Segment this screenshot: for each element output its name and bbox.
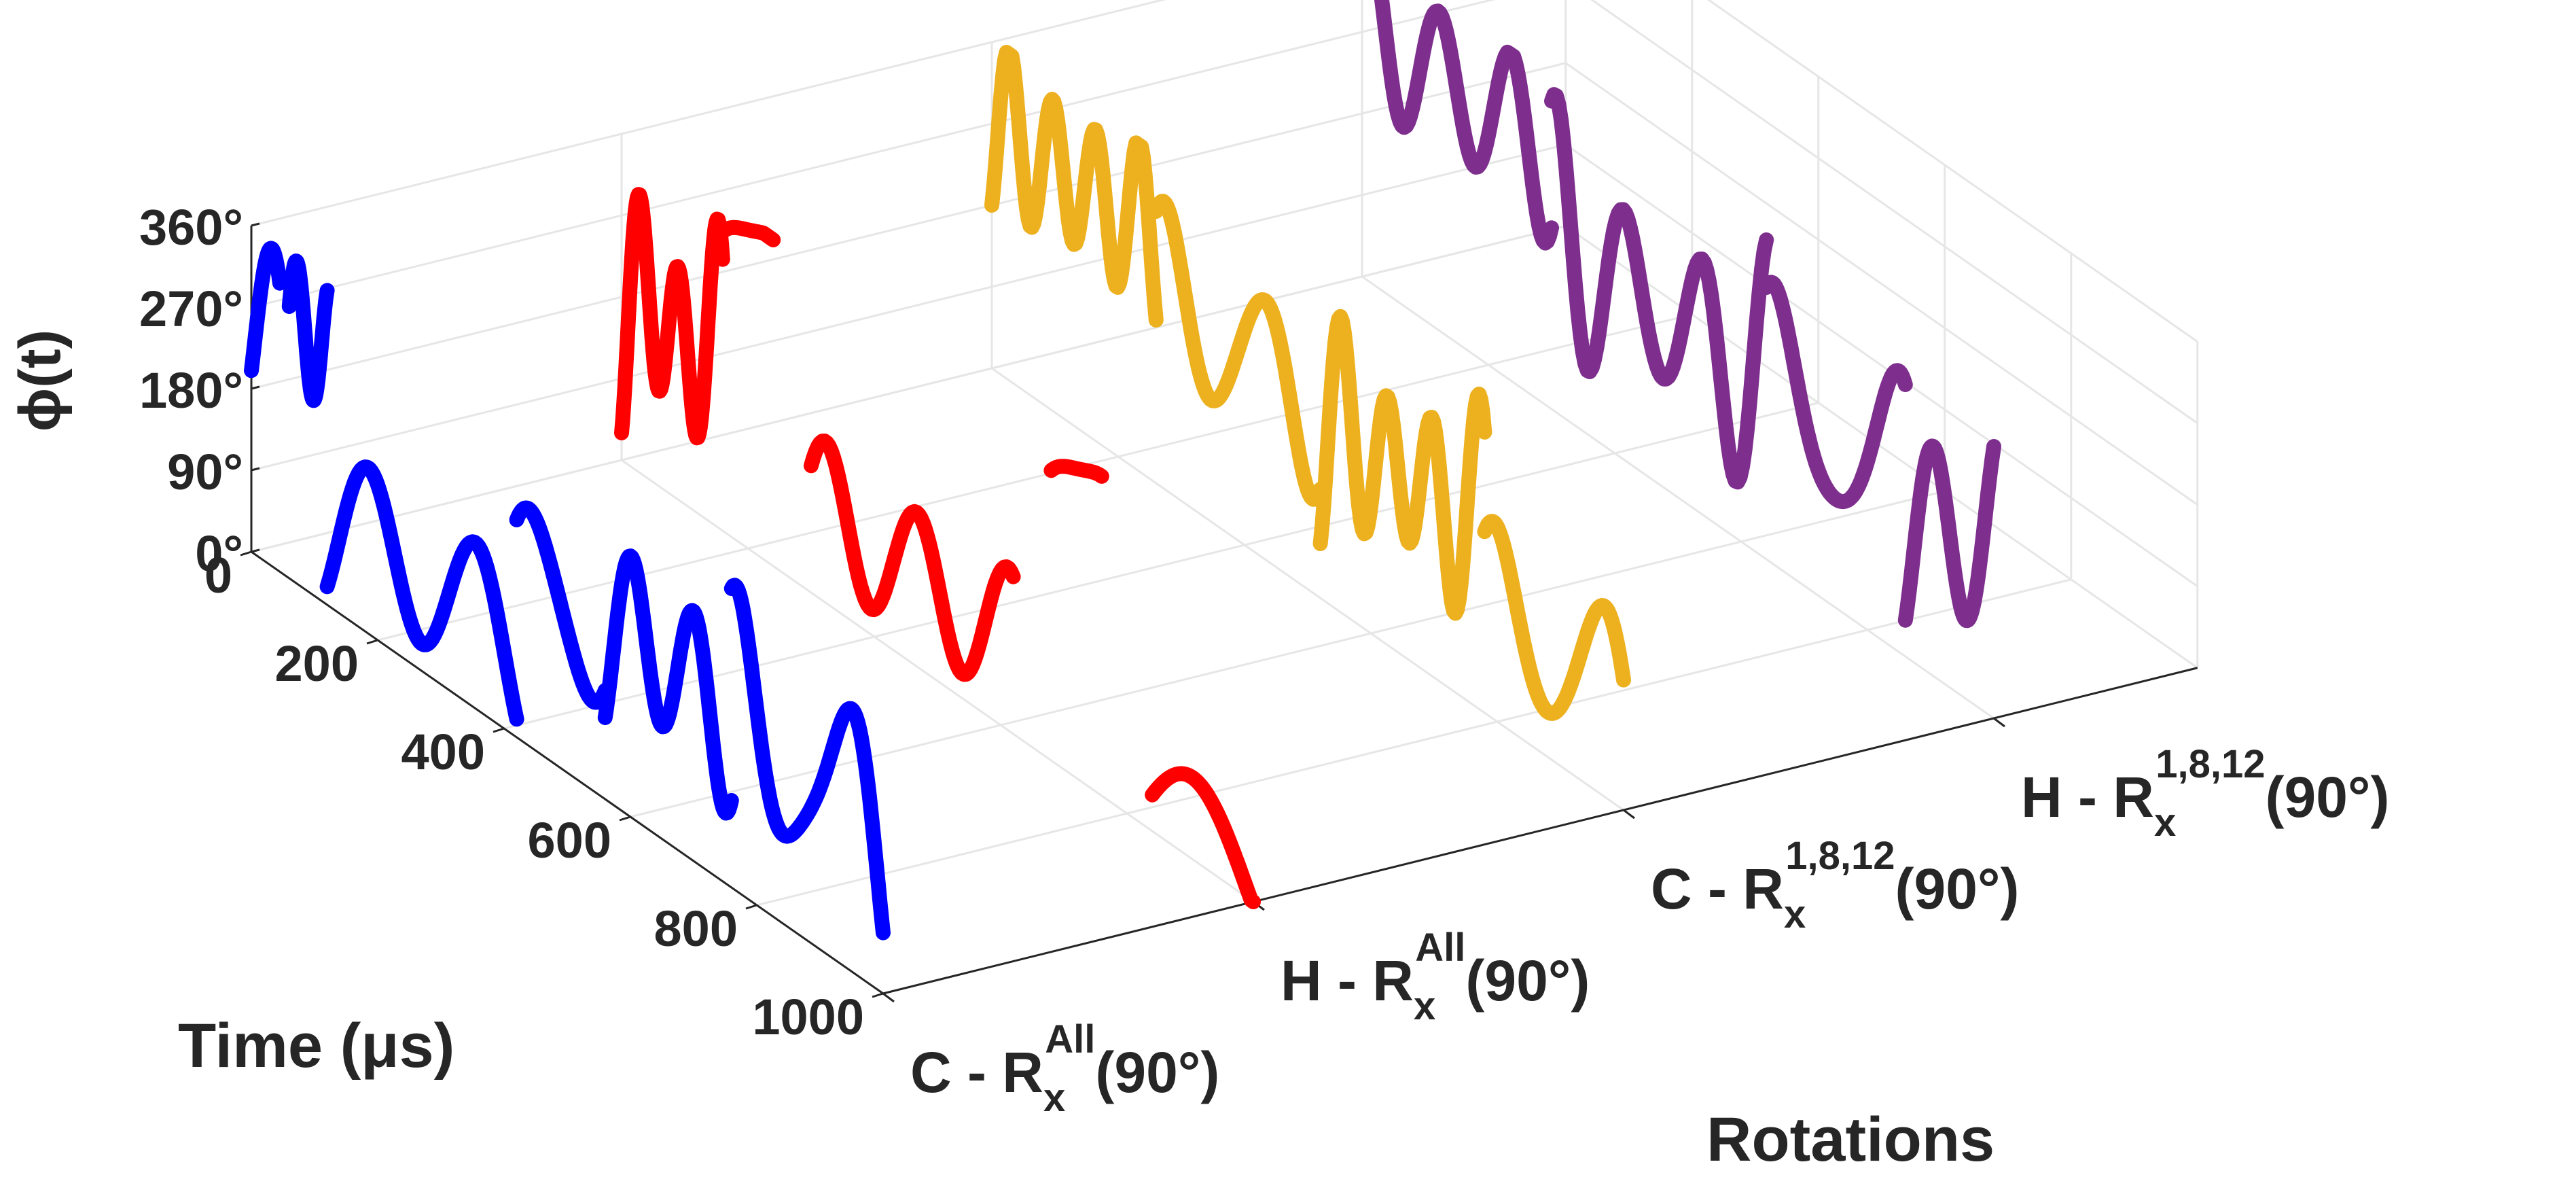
series-line xyxy=(1477,514,1631,721)
series-layer xyxy=(244,0,2001,941)
series-line xyxy=(804,434,1021,682)
time-tick-mark xyxy=(493,727,505,733)
phase-tick-mark xyxy=(251,467,260,472)
y-axis-title: ϕ(t) xyxy=(7,330,73,432)
time-tick-label: 0 xyxy=(204,547,232,603)
time-tick-label: 200 xyxy=(275,635,359,692)
series-line xyxy=(281,253,335,408)
series-line xyxy=(984,45,1164,328)
series-line xyxy=(244,241,287,379)
floor-gridline xyxy=(756,578,2072,907)
label-sub: x xyxy=(1414,984,1435,1028)
rotation-tick-mark xyxy=(1993,717,2005,728)
rotation-tick-label: C - Rx All(90°) xyxy=(910,1017,1219,1120)
series-line xyxy=(1544,87,1774,490)
time-tick-mark xyxy=(745,904,757,910)
rotation-tick-label: H - Rx All(90°) xyxy=(1281,926,1590,1028)
label-suffix: (90°) xyxy=(1895,857,2020,921)
label-prefix: C - R xyxy=(1651,857,1784,921)
time-tick-label: 600 xyxy=(528,812,611,868)
series-2 xyxy=(984,45,1631,721)
label-suffix: (90°) xyxy=(1465,949,1590,1013)
sidewall-gridline xyxy=(1564,225,2198,669)
phase-tick-mark xyxy=(251,222,260,227)
series-line xyxy=(509,500,613,710)
time-axis-line xyxy=(251,550,884,995)
series-line xyxy=(1759,275,1913,510)
series-line xyxy=(1043,459,1109,484)
phase-tick-mark xyxy=(251,548,260,553)
floor-gridline xyxy=(630,490,1946,818)
sidewall-gridline xyxy=(1564,143,2198,587)
floor-gridline xyxy=(503,402,1819,730)
series-line xyxy=(1374,0,1559,251)
time-tick-mark xyxy=(872,992,884,998)
phase-tick-label: 90° xyxy=(167,444,243,500)
floor-gridline xyxy=(621,459,1254,903)
label-sub: x xyxy=(1784,892,1806,936)
backwall-gridline xyxy=(251,62,1567,390)
rotation-axis-line xyxy=(882,667,2198,995)
label-prefix: C - R xyxy=(910,1040,1043,1104)
label-prefix: H - R xyxy=(1281,949,1414,1013)
time-tick-label: 400 xyxy=(401,724,485,780)
rotation-tick-label: H - Rx 1,8,12(90°) xyxy=(2021,742,2390,845)
label-sub: x xyxy=(1043,1076,1065,1120)
series-line xyxy=(723,578,891,941)
series-line xyxy=(1148,194,1328,507)
backwall-gridline xyxy=(251,0,1495,309)
label-sub: x xyxy=(2154,801,2176,845)
rotation-tick-mark xyxy=(882,992,895,1003)
series-line xyxy=(1312,309,1492,621)
label-sup: All xyxy=(1415,926,1465,970)
x-axis-title: Rotations xyxy=(1706,1105,1994,1174)
floor-gridline xyxy=(251,225,1567,553)
phase-tick-label: 180° xyxy=(139,362,243,419)
axes-layer xyxy=(240,222,2198,1003)
series-0 xyxy=(244,241,891,941)
series-line xyxy=(319,459,524,727)
phase-tick-label: 0° xyxy=(195,525,243,582)
time-tick-label: 800 xyxy=(654,900,738,957)
phase-tick-mark xyxy=(251,385,260,390)
time-tick-mark xyxy=(240,550,252,557)
label-sup: 1,8,12 xyxy=(1785,834,1895,878)
sidewall-gridline xyxy=(1706,0,2198,342)
label-sup: 1,8,12 xyxy=(2155,742,2265,786)
floor-gridline xyxy=(991,367,1624,811)
floor-gridline xyxy=(377,313,1693,642)
series-1 xyxy=(614,187,1261,909)
time-tick-mark xyxy=(619,815,631,822)
rotation-tick-mark xyxy=(1623,809,1635,820)
series-line xyxy=(1145,766,1261,909)
sidewall-gridline xyxy=(1564,62,2198,506)
time-tick-mark xyxy=(366,639,378,645)
series-3 xyxy=(1374,0,2001,629)
time-tick-label: 1000 xyxy=(752,989,864,1045)
backwall-gridline xyxy=(251,0,1166,227)
phase-tick-label: 360° xyxy=(139,199,243,256)
phase-tick-label: 270° xyxy=(139,281,243,337)
series-line xyxy=(597,548,739,821)
backwall-gridline xyxy=(251,143,1567,472)
label-sup: All xyxy=(1045,1017,1095,1061)
series-line xyxy=(715,219,781,247)
rotation-tick-label: C - Rx 1,8,12(90°) xyxy=(1651,834,2020,936)
label-suffix: (90°) xyxy=(2266,765,2390,829)
sidewall-gridline xyxy=(1590,0,2198,424)
label-suffix: (90°) xyxy=(1095,1040,1219,1104)
series-line xyxy=(614,187,730,446)
series-line xyxy=(1897,438,2001,629)
floor-gridline xyxy=(1361,275,1994,720)
label-prefix: H - R xyxy=(2021,765,2154,829)
time-axis-title: Time (μs) xyxy=(178,1011,454,1081)
